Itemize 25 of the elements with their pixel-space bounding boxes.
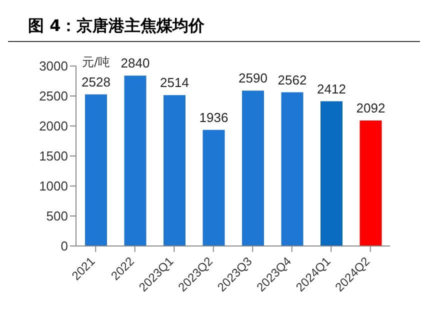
y-tick-label: 0 [60,238,68,254]
data-label: 2840 [120,56,150,71]
y-tick-label: 1500 [39,148,68,164]
bar [202,130,225,246]
bar [281,92,304,246]
y-tick-label: 2500 [39,88,68,104]
y-tick-label: 500 [46,208,68,224]
bar [242,90,264,246]
data-label: 2412 [317,81,346,96]
y-tick-label: 2000 [39,118,68,134]
data-label: 1936 [199,110,228,125]
data-label: 2562 [278,72,307,88]
data-label: 2514 [160,75,189,90]
chart-title: 图 4：京唐港主焦煤均价 [8,8,420,42]
bar [124,76,146,246]
data-label: 2590 [238,70,268,86]
y-tick-label: 3000 [39,58,68,74]
bar [85,94,107,246]
y-tick-label: 1000 [39,178,68,194]
bar [320,101,342,246]
bar [164,95,186,246]
data-label: 2092 [356,100,386,116]
y-axis-title: 元/吨 [82,54,110,71]
data-label: 2528 [82,74,110,90]
bar [360,120,382,246]
